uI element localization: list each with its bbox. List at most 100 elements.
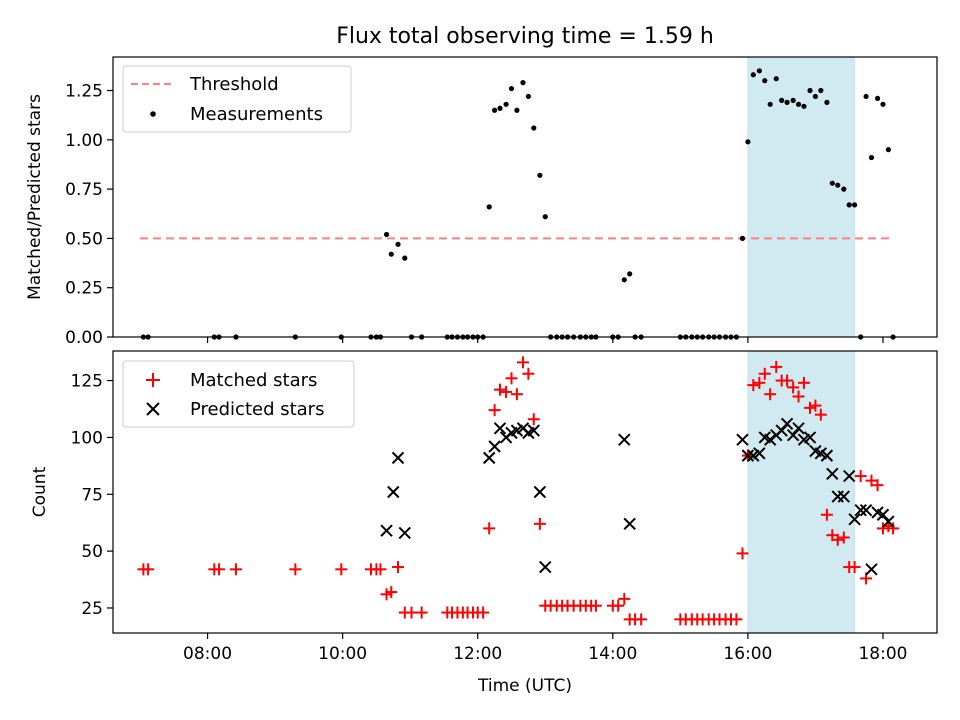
- measurements-point: [779, 97, 785, 103]
- matched-stars-point: [213, 563, 226, 576]
- predicted-stars-point: [826, 467, 839, 481]
- legend-predicted-label: Predicted stars: [190, 399, 324, 420]
- predicted-stars-point: [876, 508, 890, 521]
- x-axis-label: Time (UTC): [477, 676, 572, 696]
- bottom-axes-frame: [112, 350, 938, 634]
- top-ytick-label: 1.25: [65, 82, 103, 102]
- measurements-point: [762, 78, 768, 84]
- matched-stars-point: [814, 408, 827, 421]
- legend-matched-swatch: [146, 373, 160, 387]
- measurements-point: [508, 85, 515, 92]
- xtick-label: 18:00: [858, 644, 907, 664]
- matched-stars-point: [335, 563, 348, 576]
- matched-stars-point: [876, 522, 889, 535]
- xtick-label: 16:00: [723, 644, 772, 664]
- predicted-stars-point: [775, 424, 788, 437]
- matched-stars-point: [854, 470, 867, 483]
- measurements-point: [383, 231, 390, 238]
- top-ytick-label: 0.25: [65, 279, 103, 299]
- predicted-stars-point: [482, 451, 496, 465]
- matched-stars-point: [488, 404, 501, 417]
- bottom-ytick-label: 25: [81, 599, 103, 619]
- predicted-stars-point: [854, 503, 867, 517]
- matched-stars-point: [820, 508, 833, 521]
- measurements-point: [531, 125, 537, 131]
- matched-stars-point: [730, 613, 743, 626]
- matched-stars-point: [792, 390, 805, 403]
- measurements-point: [767, 101, 773, 107]
- matched-stars-point: [787, 381, 800, 394]
- measurements-point: [486, 204, 492, 210]
- predicted-stars-point: [792, 422, 805, 435]
- matched-stars-point: [527, 413, 540, 426]
- measurements-point: [525, 93, 531, 100]
- predicted-stars-point: [488, 440, 501, 453]
- matched-stars-point: [392, 561, 405, 574]
- matched-stars-point: [809, 399, 822, 412]
- predicted-stars-point: [786, 428, 800, 442]
- measurements-point: [818, 87, 824, 94]
- matched-stars-point: [522, 367, 535, 380]
- bottom-ytick-label: 100: [71, 428, 103, 448]
- measurements-point: [807, 87, 813, 94]
- matched-stars-point: [494, 383, 507, 396]
- matched-stars-point: [374, 563, 387, 576]
- top-ytick-label: 1.00: [65, 131, 103, 151]
- measurements-point: [829, 180, 835, 186]
- top-ytick-label: 0.75: [65, 180, 103, 200]
- measurements-point: [812, 93, 819, 100]
- measurements-point: [756, 68, 762, 74]
- matched-stars-point: [736, 547, 749, 560]
- matched-stars-point: [887, 522, 900, 535]
- top-ytick-label: 0.00: [65, 328, 103, 348]
- predicted-stars-point: [533, 485, 547, 499]
- matched-stars-point: [837, 531, 850, 544]
- measurements-point: [514, 107, 520, 113]
- predicted-stars-point: [736, 433, 749, 446]
- predicted-stars-point: [380, 524, 393, 537]
- predicted-stars-point: [493, 422, 507, 435]
- matched-stars-point: [142, 563, 155, 576]
- top-legend: Threshold Measurements: [122, 65, 352, 133]
- matched-stars-point: [612, 599, 625, 612]
- matched-stars-point: [533, 517, 546, 530]
- predicted-stars-point: [803, 431, 817, 444]
- predicted-stars-point: [837, 490, 851, 503]
- predicted-stars-point: [623, 517, 636, 531]
- xtick-label: 10:00: [318, 644, 367, 664]
- matched-stars-point: [753, 376, 766, 389]
- legend-matched-label: Matched stars: [190, 370, 317, 391]
- matched-stars-point: [764, 388, 777, 401]
- measurements-point: [874, 95, 881, 102]
- matched-stars-point: [589, 599, 602, 612]
- matched-stars-point: [477, 606, 490, 619]
- legend-measurements-swatch: [150, 111, 156, 117]
- matched-stars-point: [385, 586, 398, 599]
- predicted-stars-point: [387, 485, 400, 499]
- bottom-ytick-label: 75: [81, 485, 103, 505]
- predicted-stars-point: [763, 433, 777, 446]
- measurements-point: [835, 182, 841, 188]
- measurements-point: [880, 101, 886, 107]
- matched-stars-point: [770, 360, 783, 373]
- predicted-stars-point: [753, 447, 766, 460]
- matched-stars-point: [289, 563, 302, 576]
- measurements-point: [841, 186, 847, 192]
- measurements-point: [790, 97, 796, 103]
- top-ytick-label: 0.50: [65, 229, 103, 249]
- matched-stars-point: [871, 479, 884, 492]
- predicted-stars-point: [391, 451, 405, 465]
- measurements-point: [795, 101, 802, 107]
- measurements-point: [773, 76, 779, 82]
- matched-stars-point: [865, 474, 878, 487]
- measurements-point: [868, 154, 875, 161]
- predicted-stars-point: [859, 503, 873, 517]
- measurements-point: [745, 139, 751, 145]
- measurements-point: [402, 255, 408, 261]
- top-panel: 0.00 0.25 0.50 0.75 1.00 1.25 Matched/Predict…: [25, 56, 938, 348]
- bottom-panel: 25 50 75 100 125 08:00 10:00 12:00 14:00 16:00 18…: [30, 350, 938, 696]
- bottom-shaded-region: [747, 350, 856, 634]
- predicted-stars-point: [820, 449, 834, 462]
- matched-stars-point: [831, 533, 844, 546]
